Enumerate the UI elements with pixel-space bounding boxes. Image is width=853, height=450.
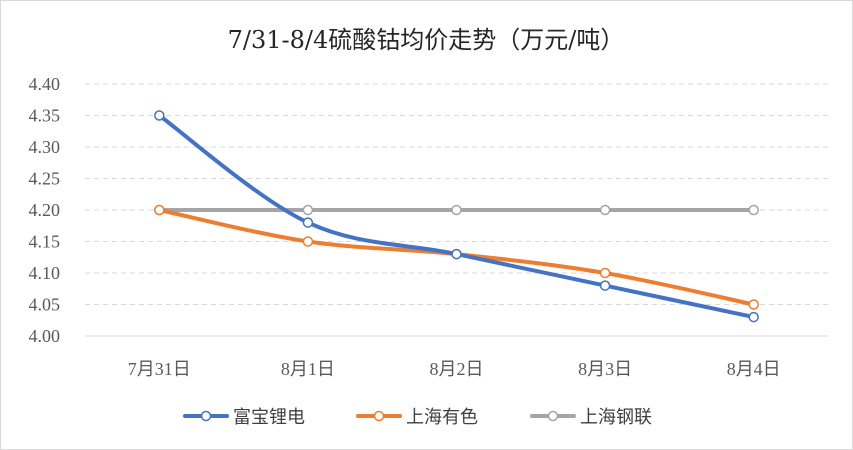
data-point <box>451 248 462 260</box>
x-tick-label: 8月4日 <box>727 359 781 379</box>
legend-swatch-marker <box>547 410 559 422</box>
y-tick-label: 4.30 <box>29 137 61 157</box>
series-group <box>154 110 759 323</box>
data-point <box>748 299 759 310</box>
data-point <box>302 236 314 247</box>
data-point <box>599 204 611 216</box>
data-point <box>302 217 314 228</box>
x-tick-label: 7月31日 <box>128 359 191 379</box>
y-tick-label: 4.10 <box>29 263 61 283</box>
y-tick-label: 4.00 <box>29 326 61 346</box>
y-tick-label: 4.05 <box>29 295 61 315</box>
data-point <box>748 311 759 323</box>
series-0 <box>154 110 759 323</box>
legend-item: 上海钢联 <box>530 407 652 428</box>
legend-label: 上海有色 <box>406 407 478 428</box>
legend-label: 富宝锂电 <box>233 407 305 428</box>
y-axis-ticks: 4.00 4.05 4.10 4.15 4.20 4.25 4.30 4.35 4.40 <box>29 74 61 346</box>
series-line <box>157 113 756 320</box>
data-point <box>748 204 759 216</box>
legend-item: 富宝锂电 <box>183 407 305 428</box>
x-tick-label: 8月2日 <box>430 359 484 379</box>
legend: 富宝锂电 上海有色 上海钢联 <box>183 407 652 428</box>
legend-swatch-marker <box>200 410 212 422</box>
data-point <box>599 267 611 279</box>
data-point <box>451 204 462 216</box>
x-axis-ticks: 7月31日 8月1日 8月2日 8月3日 8月4日 <box>128 359 781 379</box>
y-tick-label: 4.20 <box>29 200 61 220</box>
legend-item: 上海有色 <box>356 407 478 428</box>
data-point <box>599 280 611 291</box>
x-tick-label: 8月3日 <box>578 359 632 379</box>
y-tick-label: 4.40 <box>29 74 61 94</box>
y-tick-label: 4.15 <box>29 232 61 252</box>
legend-label: 上海钢联 <box>580 407 652 428</box>
x-tick-label: 8月1日 <box>281 359 335 379</box>
y-tick-label: 4.35 <box>29 106 61 126</box>
data-point <box>154 204 165 216</box>
data-point <box>154 110 165 121</box>
series-2 <box>154 204 759 216</box>
chart-title: 7/31-8/4硫酸钴均价走势（万元/吨） <box>228 26 625 54</box>
data-point <box>302 204 314 216</box>
y-tick-label: 4.25 <box>29 169 61 189</box>
legend-swatch-marker <box>373 410 385 422</box>
